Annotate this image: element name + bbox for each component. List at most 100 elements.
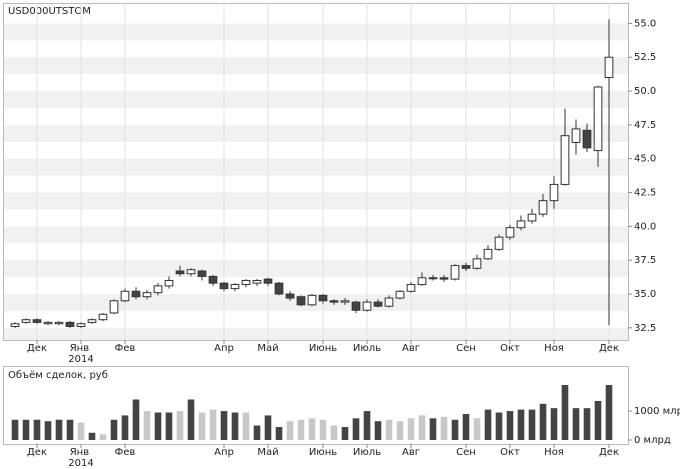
volume-bar — [77, 422, 85, 440]
volume-bar — [473, 418, 481, 440]
volume-bar — [363, 411, 371, 440]
x-tick-label: Дек — [27, 447, 47, 458]
candle-body — [516, 220, 526, 229]
volume-bar — [187, 399, 195, 440]
volume-bar — [242, 412, 250, 440]
volume-bar — [462, 413, 470, 440]
candle-body — [461, 265, 471, 269]
volume-bar — [275, 426, 283, 440]
volume-bar — [352, 418, 360, 440]
volume-bar — [11, 419, 19, 440]
candle-body — [373, 301, 383, 307]
volume-bar — [297, 419, 305, 440]
candle-body — [582, 129, 592, 149]
band — [4, 192, 628, 210]
x-tick-label: Фев — [115, 343, 136, 354]
volume-bar — [220, 411, 228, 440]
x-tick-label: Дек — [599, 447, 619, 458]
x-tick-label: Янв 2014 — [68, 343, 93, 365]
volume-bar — [88, 432, 96, 440]
band — [4, 124, 628, 142]
candle-body — [164, 279, 174, 287]
candle-body — [483, 248, 493, 260]
band — [4, 91, 628, 108]
x-tick-label: Окт — [500, 343, 520, 354]
candle-body — [21, 319, 31, 323]
candle-body — [241, 279, 251, 286]
volume-bar — [484, 409, 492, 440]
candle-body — [406, 284, 416, 292]
volume-bar — [330, 425, 338, 440]
volume-bar — [495, 412, 503, 440]
volume-bar — [44, 421, 52, 440]
volume-bar — [231, 412, 239, 440]
y-tick-label: 32.5 — [634, 323, 656, 334]
candle-body — [54, 321, 64, 325]
band — [4, 57, 628, 75]
volume-bar — [253, 425, 261, 440]
y-tick-label: 42.5 — [634, 188, 656, 199]
volume-bar — [517, 409, 525, 440]
volume-bar — [539, 403, 547, 440]
x-tick-label: Июль — [353, 343, 381, 354]
volume-bar — [429, 418, 437, 440]
volume-bar — [583, 408, 591, 440]
candle-body — [340, 300, 350, 303]
candle-body — [527, 213, 537, 222]
volume-bar — [55, 419, 63, 440]
candle-body — [593, 86, 603, 152]
candle-body — [142, 292, 152, 298]
band — [4, 226, 628, 244]
candle-body — [417, 277, 427, 286]
x-tick-label: Сен — [456, 447, 476, 458]
candle-body — [98, 313, 108, 321]
x-tick-label: Май — [257, 447, 278, 458]
x-tick-label: Авг — [402, 447, 420, 458]
volume-bar — [33, 419, 41, 440]
volume-bar — [121, 415, 129, 440]
candle-body — [428, 277, 438, 280]
volume-bar — [99, 434, 107, 440]
y-tick-label: 50.0 — [634, 86, 656, 97]
volume-bar — [506, 411, 514, 440]
volume-bar — [451, 419, 459, 440]
x-tick-label: Фев — [115, 447, 136, 458]
x-tick-label: Сен — [456, 343, 476, 354]
volume-bar — [165, 412, 173, 440]
candle-body — [307, 294, 317, 306]
volume-bar — [286, 421, 294, 440]
volume-bar — [550, 408, 558, 440]
volume-bar — [143, 411, 151, 440]
volume-bar — [605, 385, 613, 440]
price-panel — [3, 3, 629, 341]
x-tick-label: Ноя — [544, 343, 564, 354]
volume-bar — [396, 421, 404, 440]
y-tick-label: 35.0 — [634, 289, 656, 300]
candle-body — [571, 128, 581, 143]
x-tick-label: Июнь — [309, 447, 337, 458]
candle-body — [318, 294, 328, 302]
volume-bar — [308, 418, 316, 440]
candle-body — [175, 270, 185, 275]
candle-body — [153, 285, 163, 294]
volume-bar — [528, 409, 536, 440]
volume-bar — [176, 411, 184, 440]
candle-body — [87, 319, 97, 323]
candle-body — [329, 300, 339, 303]
band — [4, 327, 628, 340]
x-tick-label: Ноя — [544, 447, 564, 458]
y-tick-label: 55.0 — [634, 18, 656, 29]
volume-bar — [385, 419, 393, 440]
candle-body — [109, 300, 119, 314]
volume-bar — [374, 421, 382, 440]
y-tick-label: 52.5 — [634, 52, 656, 63]
x-tick-label: Май — [257, 343, 278, 354]
band — [4, 158, 628, 176]
volume-bar — [319, 419, 327, 440]
volume-bar — [264, 415, 272, 440]
y-tick-label: 45.0 — [634, 154, 656, 165]
volume-y-tick-label: 1000 млрд — [634, 406, 680, 417]
x-tick-label: Авг — [402, 343, 420, 354]
candle-body — [450, 265, 460, 280]
candle-body — [604, 56, 614, 79]
